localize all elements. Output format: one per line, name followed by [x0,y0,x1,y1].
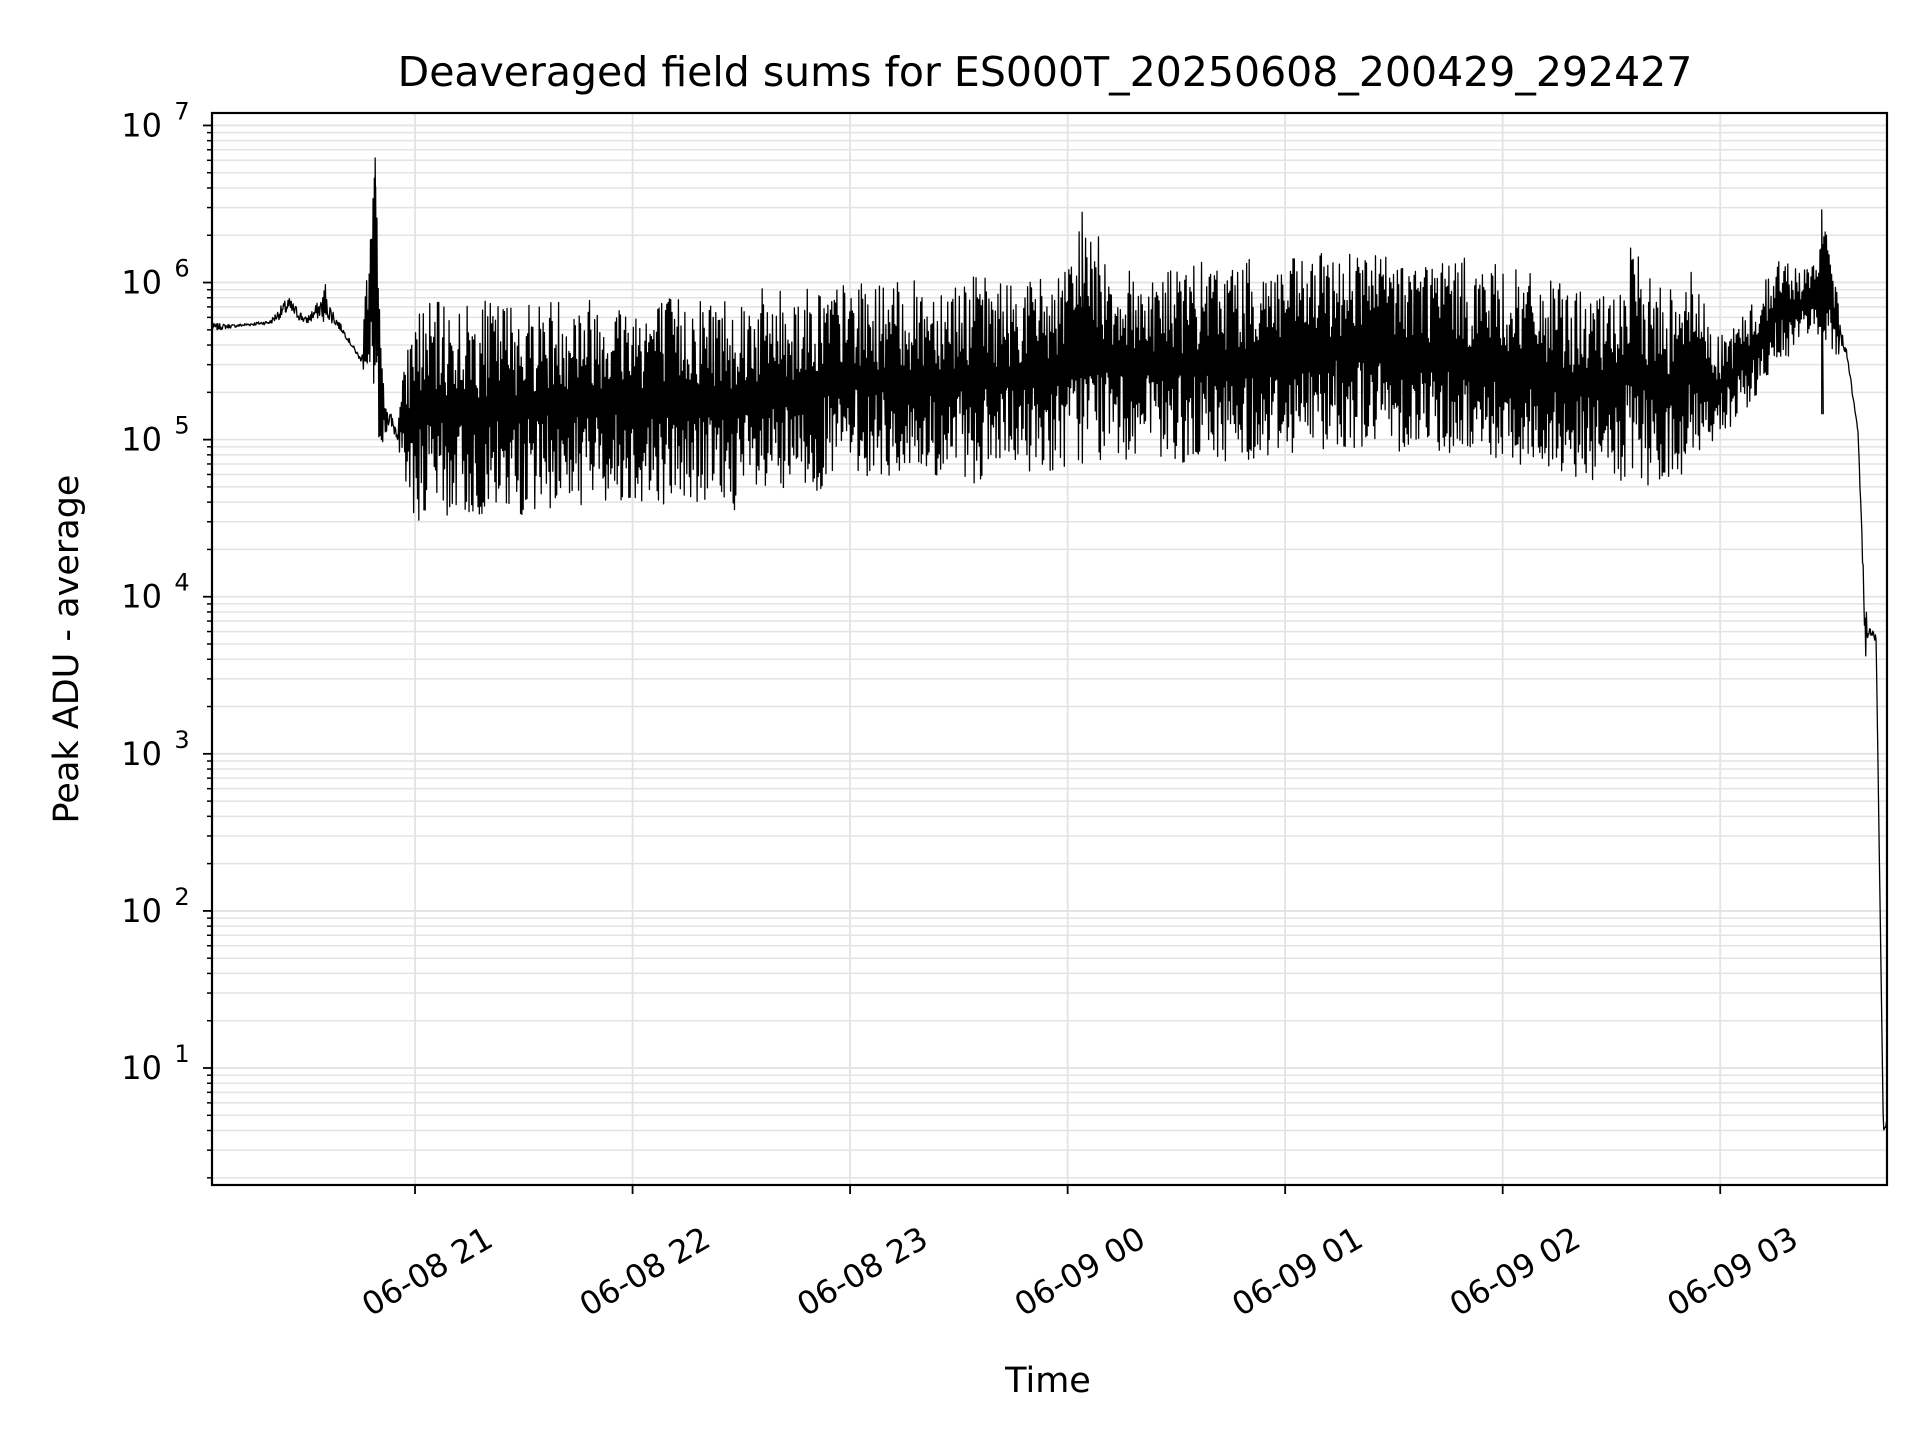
plot-frame [210,111,1889,1187]
chart-title: Deaveraged field sums for ES000T_2025060… [398,48,1693,96]
y-tick-exponent: 6 [174,255,189,283]
y-tick-exponent: 3 [174,726,189,754]
y-tick-label: 10 [121,264,162,302]
y-tick-labels: 10 1 10 2 10 3 10 4 10 5 10 6 10 7 [121,97,189,1087]
data-series [211,157,1888,1131]
y-tick-exponent: 5 [174,412,189,440]
y-axis-title: Peak ADU - average [47,475,87,824]
axis-ticks [203,124,1722,1194]
y-tick-label: 10 [121,106,162,144]
y-tick-label: 10 [121,578,162,616]
y-tick-exponent: 4 [174,569,189,597]
y-tick-label: 10 [121,735,162,773]
y-tick-label: 10 [121,1049,162,1087]
y-tick-exponent: 7 [174,97,189,125]
y-tick-label: 10 [121,892,162,930]
y-tick-exponent: 2 [174,883,189,911]
series-line [211,157,1888,1131]
x-axis-title: Time [1004,1361,1091,1401]
y-tick-label: 10 [121,421,162,459]
y-tick-exponent: 1 [174,1040,189,1068]
